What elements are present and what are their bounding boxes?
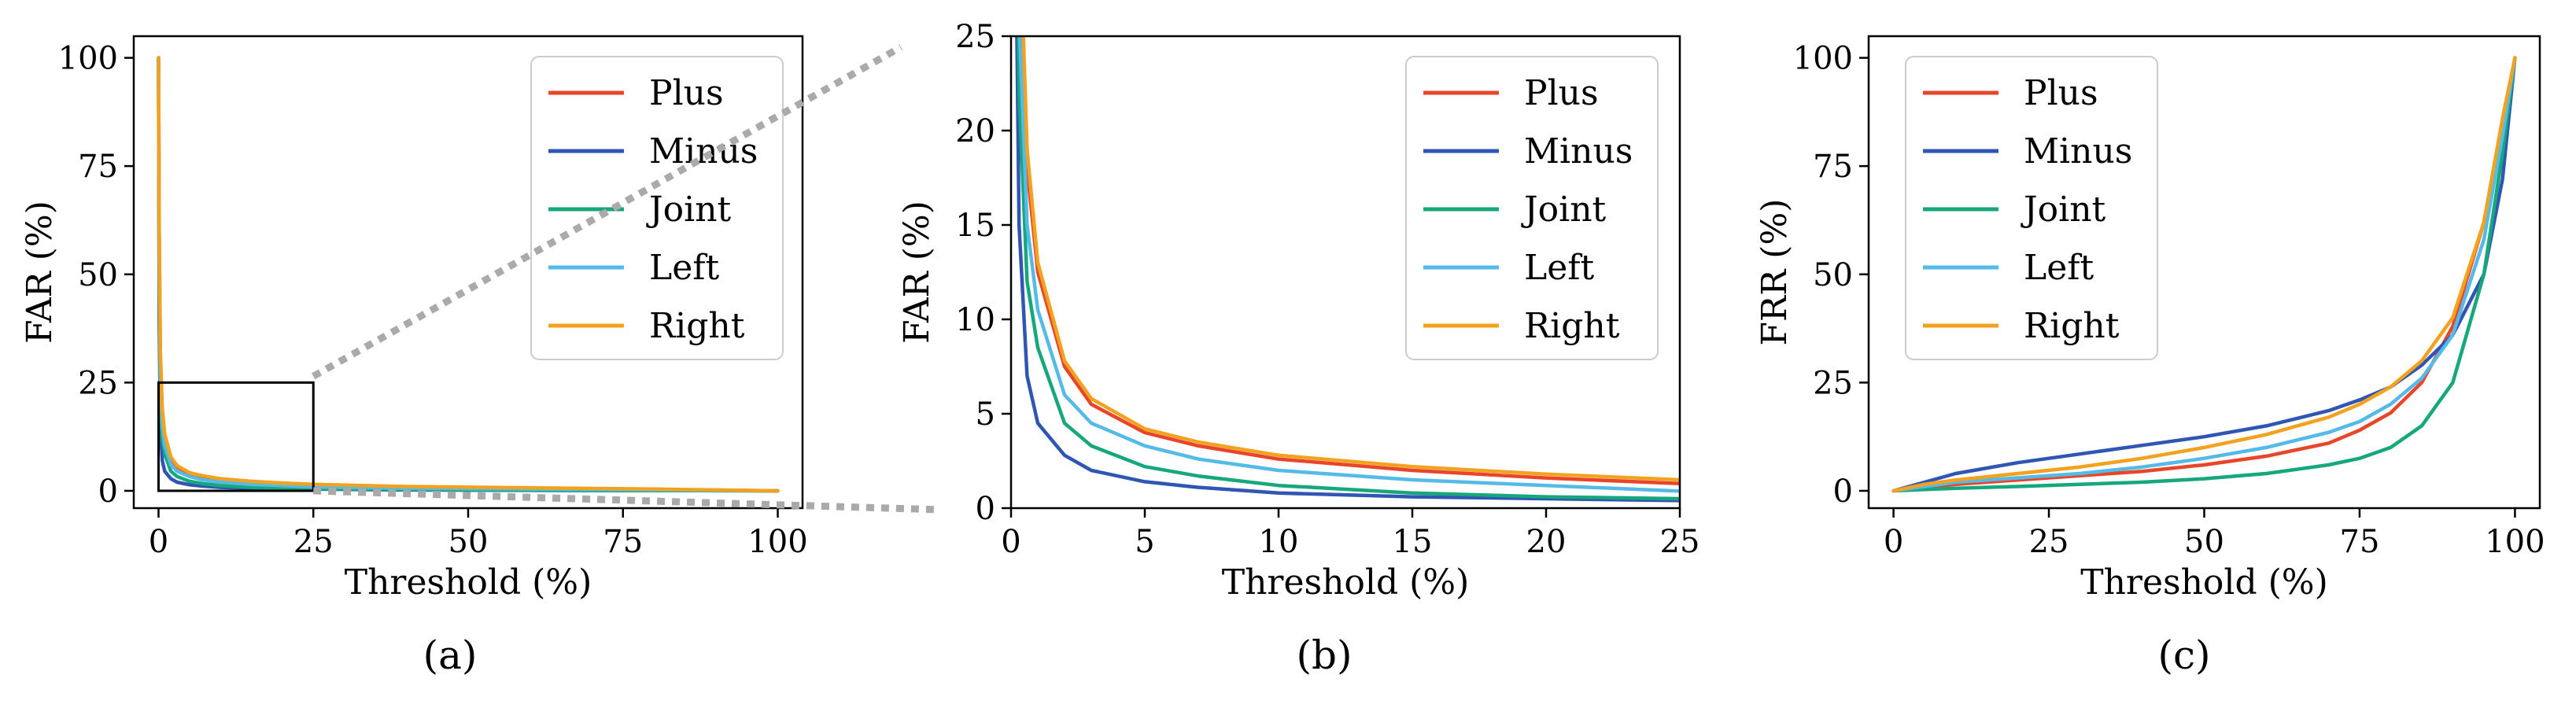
x-tick-label: 0 — [149, 524, 168, 560]
series-line-joint — [1891, 56, 2517, 493]
y-tick-label: 100 — [58, 41, 118, 77]
series-line-plus — [1020, 36, 1680, 486]
x-tick-label: 75 — [2340, 524, 2380, 560]
x-axis-label: Threshold (%) — [2080, 562, 2328, 603]
y-tick-label: 0 — [98, 474, 118, 510]
y-tick-label: 75 — [78, 149, 118, 185]
y-tick-label: 20 — [955, 113, 995, 149]
legend-label-right: Right — [649, 306, 745, 346]
y-axis-label: FRR (%) — [1755, 199, 1795, 346]
panel-1: 0 5 10 15 20 25 0 5 10 15 20 25 Threshold (%) FAR (%)… — [897, 19, 1700, 678]
y-axis-label: FAR (%) — [897, 201, 937, 344]
y-tick-label: 50 — [1813, 257, 1853, 293]
legend-label-left: Left — [1524, 248, 1595, 288]
legend-label-right: Right — [2024, 306, 2120, 346]
y-tick-label: 0 — [976, 491, 995, 527]
series-group — [1015, 36, 1680, 503]
zoom-connector-top — [312, 44, 903, 380]
panel-0: 0 25 50 75 100 0 25 50 75 100 Threshold (%) FAR (%)… — [20, 35, 808, 678]
legend-label-left: Left — [649, 248, 720, 288]
y-axis-label: FAR (%) — [20, 201, 60, 344]
legend-label-left: Left — [2024, 248, 2094, 288]
y-tick-label: 0 — [1833, 474, 1853, 510]
series-line-joint — [1017, 36, 1680, 501]
y-tick-label: 25 — [1813, 365, 1853, 401]
x-tick-label: 50 — [2184, 524, 2224, 560]
series-line-minus — [1891, 56, 2517, 493]
y-tick-label: 50 — [78, 257, 118, 293]
series-line-left — [1017, 36, 1680, 493]
series-line-left — [1891, 56, 2517, 493]
x-tick-label: 0 — [1884, 524, 1903, 560]
series-line-right — [1021, 36, 1680, 482]
axes-frame — [1009, 35, 1681, 510]
y-tick-label: 15 — [955, 208, 995, 244]
x-tick-label: 50 — [448, 524, 489, 560]
panel-2: 0 25 50 75 100 0 25 50 75 100 Threshold (%) FRR (%)… — [1755, 35, 2545, 678]
series-line-right — [1891, 56, 2517, 493]
x-tick-label: 10 — [1259, 524, 1299, 560]
x-tick-label: 15 — [1393, 524, 1433, 560]
legend-box — [1905, 56, 2158, 360]
y-tick-label: 10 — [955, 302, 995, 338]
legend-box — [1405, 56, 1659, 360]
series-line-right — [157, 56, 780, 493]
series-group — [157, 56, 780, 493]
x-tick-label: 25 — [2029, 524, 2069, 560]
x-tick-label: 25 — [293, 524, 334, 560]
x-axis-label: Threshold (%) — [345, 562, 592, 603]
series-line-minus — [1015, 36, 1680, 503]
series-group — [1891, 56, 2517, 493]
x-tick-label: 100 — [2485, 524, 2545, 560]
x-tick-label: 0 — [1001, 524, 1020, 560]
subplot-label: (a) — [423, 632, 478, 678]
legend-label-minus: Minus — [649, 131, 758, 171]
legend-label-plus: Plus — [2024, 73, 2098, 113]
legend-label-minus: Minus — [2024, 131, 2132, 171]
x-tick-label: 75 — [603, 524, 643, 560]
x-tick-label: 25 — [1660, 524, 1700, 560]
subplot-label: (b) — [1296, 632, 1352, 678]
y-tick-label: 75 — [1813, 149, 1853, 185]
y-tick-label: 25 — [78, 365, 118, 401]
x-tick-label: 20 — [1526, 524, 1567, 560]
y-tick-label: 100 — [1793, 41, 1853, 77]
legend-label-joint: Joint — [2021, 190, 2106, 230]
legend-label-plus: Plus — [649, 73, 724, 113]
subplot-label: (c) — [2157, 632, 2210, 678]
x-tick-label: 100 — [747, 524, 807, 560]
legend-box — [530, 56, 784, 360]
legend-label-plus: Plus — [1524, 73, 1599, 113]
y-tick-label: 25 — [955, 19, 995, 55]
legend-label-minus: Minus — [1524, 131, 1633, 171]
zoom-box — [157, 381, 315, 492]
x-tick-label: 5 — [1135, 524, 1154, 560]
legend-label-joint: Joint — [1521, 190, 1607, 230]
x-axis-label: Threshold (%) — [1222, 562, 1470, 603]
legend-label-joint: Joint — [646, 190, 732, 230]
zoom-connector-bottom — [313, 487, 941, 514]
y-tick-label: 5 — [976, 396, 995, 433]
legend-label-right: Right — [1524, 306, 1620, 346]
